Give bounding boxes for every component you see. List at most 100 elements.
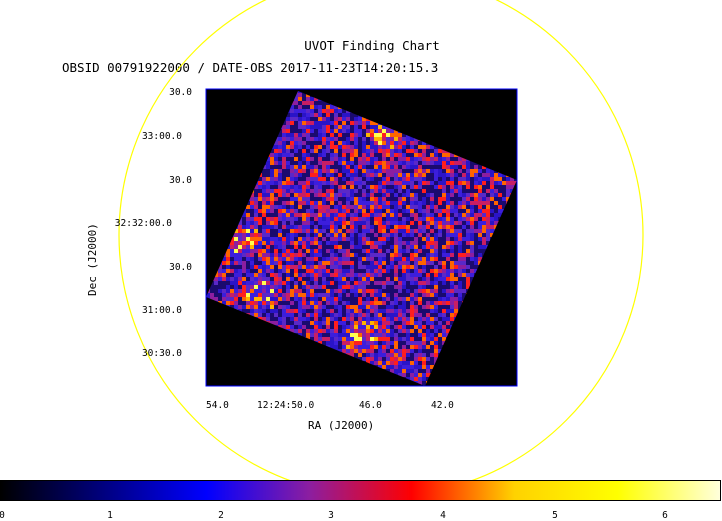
image-pixel — [458, 237, 462, 241]
image-pixel — [474, 205, 478, 209]
image-pixel — [406, 185, 410, 189]
image-pixel — [442, 301, 446, 305]
image-pixel — [370, 161, 374, 165]
image-pixel — [438, 321, 442, 325]
image-pixel — [422, 213, 426, 217]
image-pixel — [322, 197, 326, 201]
image-pixel — [326, 261, 330, 265]
image-pixel — [390, 173, 394, 177]
image-pixel — [250, 273, 254, 277]
image-pixel — [354, 213, 358, 217]
image-pixel — [262, 297, 266, 301]
image-pixel — [322, 201, 326, 205]
image-pixel — [322, 213, 326, 217]
image-pixel — [274, 241, 278, 245]
image-pixel — [326, 341, 330, 345]
image-pixel — [414, 305, 418, 309]
image-pixel — [298, 261, 302, 265]
image-pixel — [302, 217, 306, 221]
image-pixel — [306, 309, 310, 313]
image-pixel — [286, 197, 290, 201]
image-pixel — [386, 253, 390, 257]
image-pixel — [486, 225, 490, 229]
image-pixel — [242, 217, 246, 221]
image-pixel — [378, 149, 382, 153]
image-pixel — [338, 117, 342, 121]
image-pixel — [246, 305, 250, 309]
image-pixel — [406, 313, 410, 317]
image-pixel — [458, 253, 462, 257]
image-pixel — [446, 225, 450, 229]
image-pixel — [350, 241, 354, 245]
image-pixel — [390, 309, 394, 313]
image-pixel — [302, 137, 306, 141]
image-pixel — [378, 281, 382, 285]
image-pixel — [322, 133, 326, 137]
image-pixel — [306, 285, 310, 289]
image-pixel — [346, 141, 350, 145]
image-pixel — [290, 257, 294, 261]
image-pixel — [334, 181, 338, 185]
image-pixel — [338, 309, 342, 313]
image-pixel — [382, 281, 386, 285]
image-pixel — [490, 209, 494, 213]
image-pixel — [338, 337, 342, 341]
image-pixel — [310, 201, 314, 205]
image-pixel — [434, 229, 438, 233]
image-pixel — [438, 265, 442, 269]
image-pixel — [282, 253, 286, 257]
image-pixel — [250, 309, 254, 313]
image-pixel — [234, 245, 238, 249]
image-pixel — [402, 245, 406, 249]
image-pixel — [502, 201, 506, 205]
image-pixel — [414, 217, 418, 221]
image-pixel — [330, 121, 334, 125]
image-pixel — [226, 265, 230, 269]
image-pixel — [310, 181, 314, 185]
image-pixel — [322, 325, 326, 329]
image-pixel — [306, 261, 310, 265]
image-pixel — [298, 109, 302, 113]
image-pixel — [298, 97, 302, 101]
image-pixel — [254, 205, 258, 209]
image-pixel — [266, 173, 270, 177]
image-pixel — [270, 221, 274, 225]
image-pixel — [374, 185, 378, 189]
image-pixel — [342, 173, 346, 177]
image-pixel — [294, 313, 298, 317]
image-pixel — [222, 257, 226, 261]
image-pixel — [262, 317, 266, 321]
image-pixel — [262, 273, 266, 277]
image-pixel — [418, 281, 422, 285]
image-pixel — [314, 141, 318, 145]
image-pixel — [402, 205, 406, 209]
image-pixel — [362, 221, 366, 225]
image-pixel — [418, 337, 422, 341]
image-pixel — [442, 217, 446, 221]
image-pixel — [406, 197, 410, 201]
image-pixel — [358, 305, 362, 309]
image-pixel — [394, 149, 398, 153]
image-pixel — [482, 233, 486, 237]
image-pixel — [394, 337, 398, 341]
image-pixel — [414, 181, 418, 185]
image-pixel — [478, 189, 482, 193]
image-pixel — [354, 261, 358, 265]
image-pixel — [350, 341, 354, 345]
image-pixel — [338, 317, 342, 321]
image-pixel — [450, 281, 454, 285]
image-pixel — [306, 233, 310, 237]
image-pixel — [262, 277, 266, 281]
image-pixel — [434, 285, 438, 289]
image-pixel — [398, 249, 402, 253]
image-pixel — [414, 273, 418, 277]
image-pixel — [242, 301, 246, 305]
image-pixel — [422, 301, 426, 305]
image-pixel — [438, 249, 442, 253]
image-pixel — [506, 197, 510, 201]
image-pixel — [438, 253, 442, 257]
image-pixel — [390, 237, 394, 241]
image-pixel — [314, 217, 318, 221]
image-pixel — [430, 333, 434, 337]
image-pixel — [338, 329, 342, 333]
